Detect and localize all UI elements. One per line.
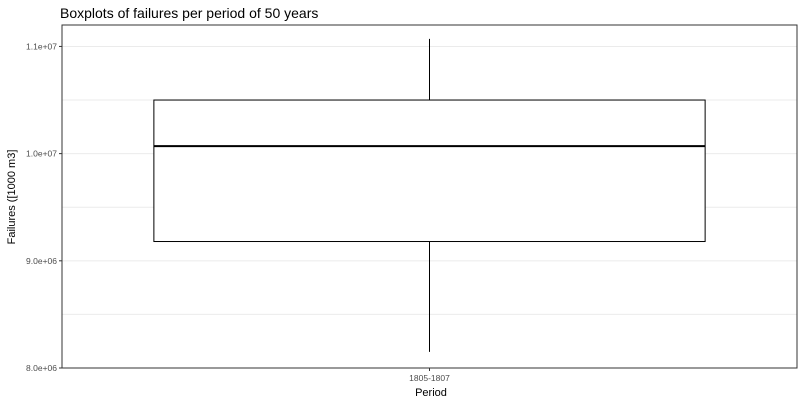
box-iqr	[153, 99, 706, 243]
y-tick-label: 1.0e+07	[26, 149, 57, 159]
y-axis-title: Failures ([1000 m3]	[6, 150, 18, 245]
chart-title: Boxplots of failures per period of 50 ye…	[60, 5, 318, 21]
x-axis-ticks: 1805-1807	[409, 368, 450, 383]
y-tick-label: 9.0e+06	[26, 256, 57, 266]
boxes	[153, 38, 706, 352]
y-axis-ticks: 8.0e+06 9.0e+06 1.0e+07 1.1e+07	[26, 41, 62, 373]
y-tick-label: 8.0e+06	[26, 363, 57, 373]
x-tick-label: 1805-1807	[409, 373, 450, 383]
y-tick-label: 1.1e+07	[26, 41, 57, 51]
x-axis-title: Period	[415, 387, 447, 399]
box-1805-1807	[153, 38, 706, 352]
